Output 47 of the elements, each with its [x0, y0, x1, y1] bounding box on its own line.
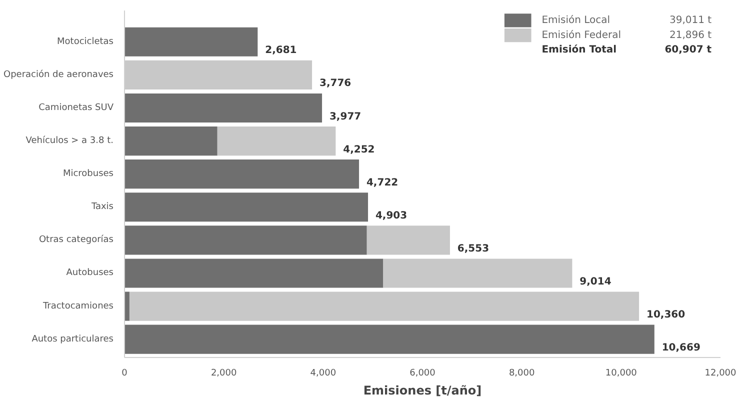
bar — [124, 192, 368, 222]
bar — [124, 27, 258, 56]
y-tick-label: Camionetas SUV — [38, 102, 114, 113]
total-label: 10,360 — [646, 310, 686, 321]
y-tick-label: Tractocamiones — [42, 301, 114, 312]
bar — [383, 258, 572, 288]
x-tick-label: 12,000 — [704, 368, 737, 378]
bar — [217, 126, 336, 156]
y-tick-label: Motocicletas — [57, 36, 114, 47]
total-label: 3,776 — [319, 78, 352, 90]
annotation: Emisión Total — [542, 44, 617, 56]
bar — [124, 126, 218, 156]
bar — [366, 226, 450, 255]
bar — [124, 324, 654, 354]
y-tick-label: Vehículos > a 3.8 t. — [26, 135, 114, 146]
legend-label: Emisión Federal — [542, 30, 622, 41]
bar — [124, 160, 360, 189]
total-label: 9,014 — [580, 276, 612, 288]
y-tick-label: Operación de aeronaves — [3, 68, 114, 80]
total-label: 4,252 — [343, 144, 375, 156]
y-tick-label: Autos particulares — [32, 334, 114, 344]
y-tick-label: Autobuses — [66, 268, 114, 278]
bar — [129, 292, 640, 321]
total-label: 4,722 — [366, 177, 398, 188]
total-label: 2,681 — [265, 45, 297, 56]
x-tick-label: 0 — [122, 368, 128, 378]
x-tick-label: 6,000 — [410, 368, 436, 378]
total-label: 3,977 — [329, 111, 362, 122]
x-tick-label: 8,000 — [508, 368, 535, 378]
x-axis-title: Emisiones [t/año] — [363, 384, 482, 398]
annotation: 60,907 t — [664, 44, 712, 56]
bar — [124, 292, 130, 321]
annotation: 39,011 t — [669, 14, 712, 26]
y-tick-label: Otras categorías — [38, 234, 114, 246]
y-tick-label: Taxis — [90, 202, 114, 212]
bar — [124, 93, 322, 123]
legend-label: Emisión Local — [542, 14, 610, 26]
total-label: 6,553 — [457, 243, 490, 254]
bar — [124, 226, 367, 255]
x-tick-label: 2,000 — [210, 368, 237, 378]
total-label: 10,669 — [662, 342, 700, 354]
total-label: 4,903 — [375, 210, 408, 222]
annotation: 21,896 t — [669, 30, 712, 41]
x-tick-label: 4,000 — [310, 368, 336, 378]
y-tick-label: Microbuses — [62, 169, 114, 180]
bar — [124, 258, 384, 288]
x-tick-label: 10,000 — [605, 368, 638, 378]
